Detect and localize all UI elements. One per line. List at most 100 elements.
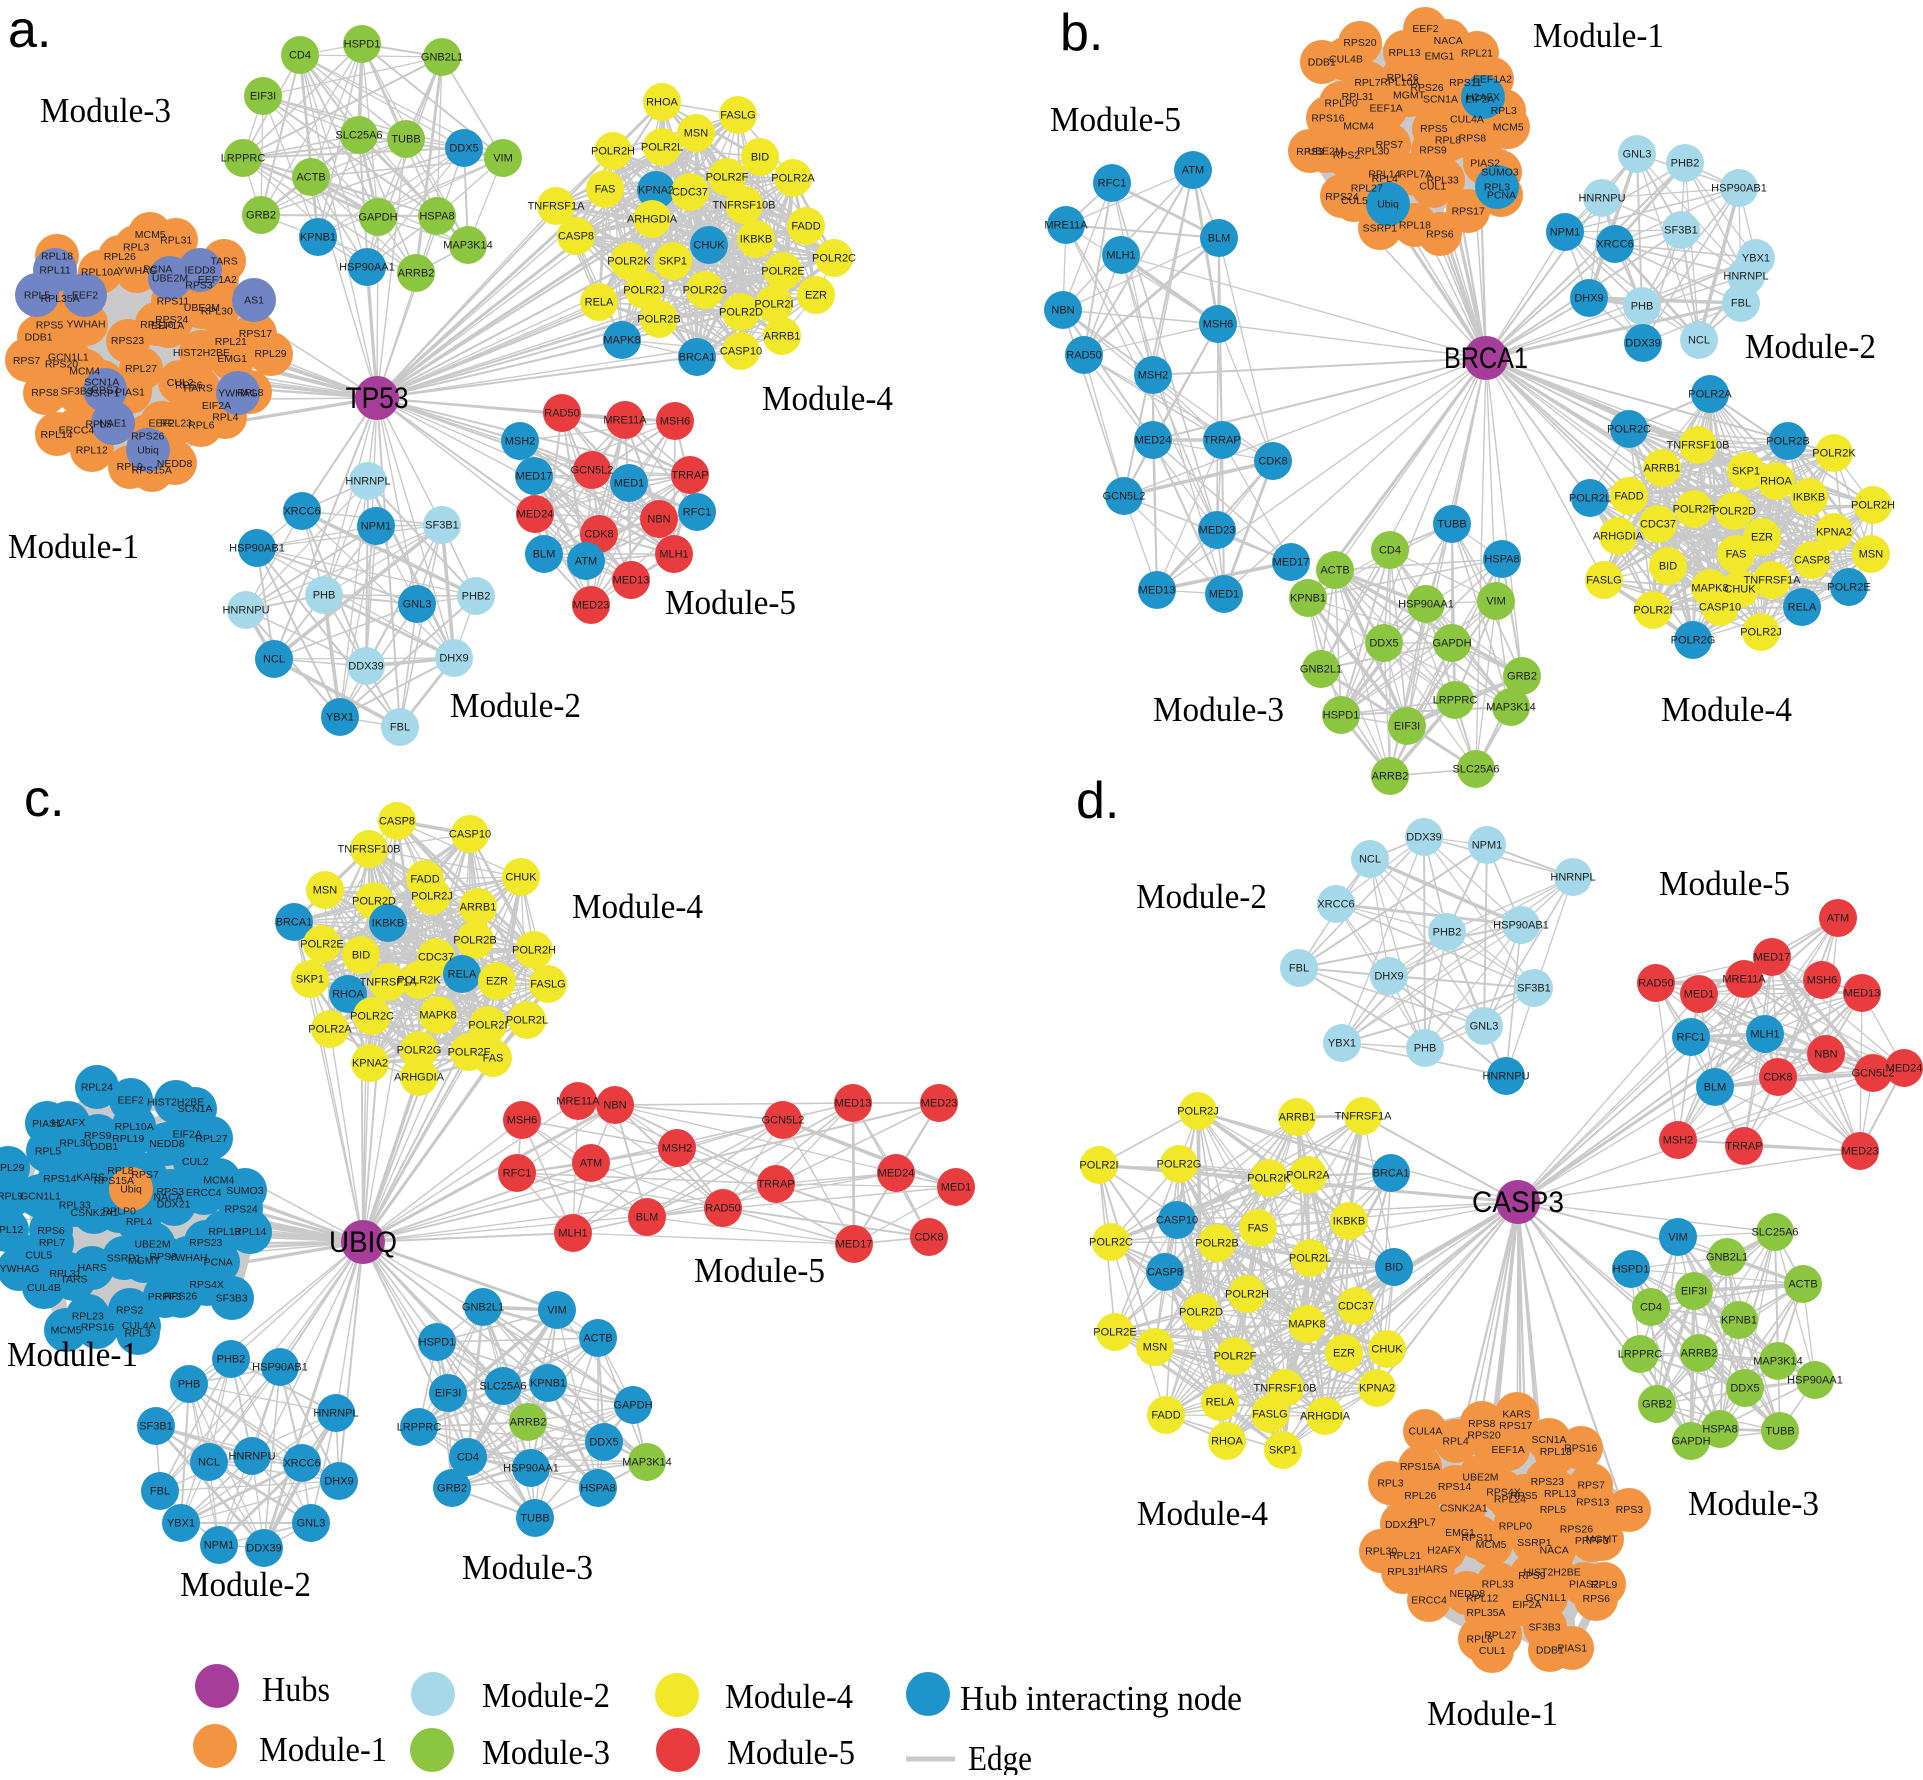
svg-text:RPL8: RPL8 xyxy=(1435,134,1461,146)
svg-text:FBL: FBL xyxy=(150,1486,170,1498)
svg-text:NACA: NACA xyxy=(1540,1545,1569,1557)
svg-text:TUBB: TUBB xyxy=(1765,1426,1794,1438)
svg-text:LRPPRC: LRPPRC xyxy=(1618,1349,1663,1361)
svg-text:RPS14: RPS14 xyxy=(1438,1481,1471,1493)
svg-text:RPL27: RPL27 xyxy=(195,1133,227,1145)
svg-text:RPL12: RPL12 xyxy=(76,444,108,456)
svg-text:TRRAP: TRRAP xyxy=(1203,435,1240,447)
svg-text:BRCA1: BRCA1 xyxy=(1373,1168,1410,1180)
svg-text:HSPA8: HSPA8 xyxy=(580,1483,615,1495)
svg-text:CD4: CD4 xyxy=(289,50,311,62)
svg-text:EIF3I: EIF3I xyxy=(250,91,276,103)
svg-text:SSRP1: SSRP1 xyxy=(1363,223,1398,235)
svg-text:RELA: RELA xyxy=(1788,602,1817,614)
svg-text:NPM1: NPM1 xyxy=(1550,227,1581,239)
svg-text:EEF2: EEF2 xyxy=(1412,23,1438,35)
svg-text:FASLG: FASLG xyxy=(720,110,755,122)
svg-text:EEF1A2: EEF1A2 xyxy=(1473,73,1512,85)
svg-text:RPL3: RPL3 xyxy=(1491,105,1517,117)
svg-text:PHB: PHB xyxy=(1414,1043,1437,1055)
svg-text:PIAS1: PIAS1 xyxy=(32,1118,62,1130)
svg-text:FBL: FBL xyxy=(1289,963,1309,975)
svg-text:RPS4X: RPS4X xyxy=(1486,1486,1520,1498)
svg-text:GNB2L1: GNB2L1 xyxy=(1300,664,1342,676)
svg-text:POLR2I: POLR2I xyxy=(468,1020,507,1032)
svg-text:Module-3: Module-3 xyxy=(482,1733,610,1772)
svg-text:GRB2: GRB2 xyxy=(1507,671,1537,683)
svg-text:HARS: HARS xyxy=(184,383,213,395)
svg-text:GNB2L1: GNB2L1 xyxy=(1706,1252,1748,1264)
svg-text:RPL19: RPL19 xyxy=(112,1133,144,1145)
svg-text:MLH1: MLH1 xyxy=(558,1228,587,1240)
svg-text:RPL5: RPL5 xyxy=(1540,1504,1566,1516)
svg-text:SUMO3: SUMO3 xyxy=(226,1185,264,1197)
svg-text:RPS26: RPS26 xyxy=(131,430,164,442)
svg-text:ARRB2: ARRB2 xyxy=(1372,771,1409,783)
svg-text:RPL14: RPL14 xyxy=(234,1226,266,1238)
svg-text:RPL31: RPL31 xyxy=(1387,1566,1419,1578)
svg-text:DHX9: DHX9 xyxy=(1574,293,1603,305)
svg-text:RPS20: RPS20 xyxy=(1343,37,1376,49)
svg-text:Module-1: Module-1 xyxy=(1427,1694,1558,1733)
svg-text:CUL2: CUL2 xyxy=(182,1156,209,1168)
svg-text:KPNB1: KPNB1 xyxy=(1721,1315,1757,1327)
svg-text:GNL3: GNL3 xyxy=(1470,1021,1499,1033)
svg-text:Module-5: Module-5 xyxy=(694,1251,825,1290)
svg-text:Module-5: Module-5 xyxy=(1659,864,1790,903)
svg-text:RPS17: RPS17 xyxy=(1452,205,1485,217)
svg-text:GNL3: GNL3 xyxy=(297,1518,326,1530)
svg-text:Module-1: Module-1 xyxy=(7,1335,138,1374)
svg-text:Module-2: Module-2 xyxy=(180,1565,311,1604)
svg-text:RPL33: RPL33 xyxy=(1482,1579,1514,1591)
svg-text:DHX9: DHX9 xyxy=(439,653,468,665)
svg-text:MED13: MED13 xyxy=(835,1098,872,1110)
svg-text:MED1: MED1 xyxy=(1209,589,1240,601)
svg-text:Module-2: Module-2 xyxy=(482,1676,610,1715)
svg-text:ATM: ATM xyxy=(1827,913,1849,925)
svg-text:CHUK: CHUK xyxy=(1371,1344,1403,1356)
svg-text:Module-5: Module-5 xyxy=(1050,100,1181,139)
svg-text:Module-1: Module-1 xyxy=(1533,16,1664,55)
svg-text:POLR2B: POLR2B xyxy=(637,314,680,326)
svg-text:Module-2: Module-2 xyxy=(450,686,581,725)
svg-text:GCN5L2: GCN5L2 xyxy=(1852,1068,1895,1080)
svg-text:CDK8: CDK8 xyxy=(1763,1072,1792,1084)
svg-text:RPL8: RPL8 xyxy=(107,1165,133,1177)
svg-text:RPS16: RPS16 xyxy=(1564,1443,1597,1455)
svg-text:RPS3: RPS3 xyxy=(156,1186,184,1198)
svg-text:CASP3: CASP3 xyxy=(1472,1186,1564,1219)
svg-text:Module-5: Module-5 xyxy=(727,1733,855,1772)
svg-text:ARRB2: ARRB2 xyxy=(510,1417,547,1429)
svg-text:HSP90AB1: HSP90AB1 xyxy=(229,543,285,555)
svg-text:POLR2K: POLR2K xyxy=(607,256,651,268)
svg-text:RPL12: RPL12 xyxy=(0,1224,24,1236)
svg-text:POLR2H: POLR2H xyxy=(591,146,635,158)
svg-text:RPLP0: RPLP0 xyxy=(1499,1520,1532,1532)
svg-text:RPL21: RPL21 xyxy=(1461,48,1493,60)
svg-text:PIAS1: PIAS1 xyxy=(1557,1643,1587,1655)
svg-text:KPNB1: KPNB1 xyxy=(1290,593,1326,605)
svg-text:NPM1: NPM1 xyxy=(204,1540,235,1552)
svg-text:YWHAH: YWHAH xyxy=(169,1252,208,1264)
svg-text:DDX39: DDX39 xyxy=(246,1543,281,1555)
svg-text:ARRB1: ARRB1 xyxy=(1644,463,1681,475)
svg-text:RPS3: RPS3 xyxy=(1296,146,1324,158)
svg-text:RPL6: RPL6 xyxy=(188,419,214,431)
svg-text:SF3B3: SF3B3 xyxy=(1528,1622,1560,1634)
svg-text:CDC37: CDC37 xyxy=(418,952,454,964)
svg-text:CDK8: CDK8 xyxy=(584,529,613,541)
svg-text:BLM: BLM xyxy=(636,1212,659,1224)
svg-text:BRCA1: BRCA1 xyxy=(679,352,716,364)
svg-text:RPS15A: RPS15A xyxy=(132,465,172,477)
svg-text:MSH6: MSH6 xyxy=(507,1115,538,1127)
svg-text:VIM: VIM xyxy=(1486,596,1506,608)
svg-text:CUL5: CUL5 xyxy=(1341,195,1368,207)
svg-text:NBN: NBN xyxy=(1051,305,1074,317)
svg-text:CHUK: CHUK xyxy=(693,240,725,252)
svg-text:RPS7: RPS7 xyxy=(91,385,119,397)
svg-text:POLR2I: POLR2I xyxy=(1633,605,1672,617)
svg-text:Module-1: Module-1 xyxy=(259,1730,387,1769)
svg-text:HARS: HARS xyxy=(1418,1563,1447,1575)
svg-text:CASP10: CASP10 xyxy=(720,346,762,358)
svg-text:DDB1: DDB1 xyxy=(25,331,53,343)
